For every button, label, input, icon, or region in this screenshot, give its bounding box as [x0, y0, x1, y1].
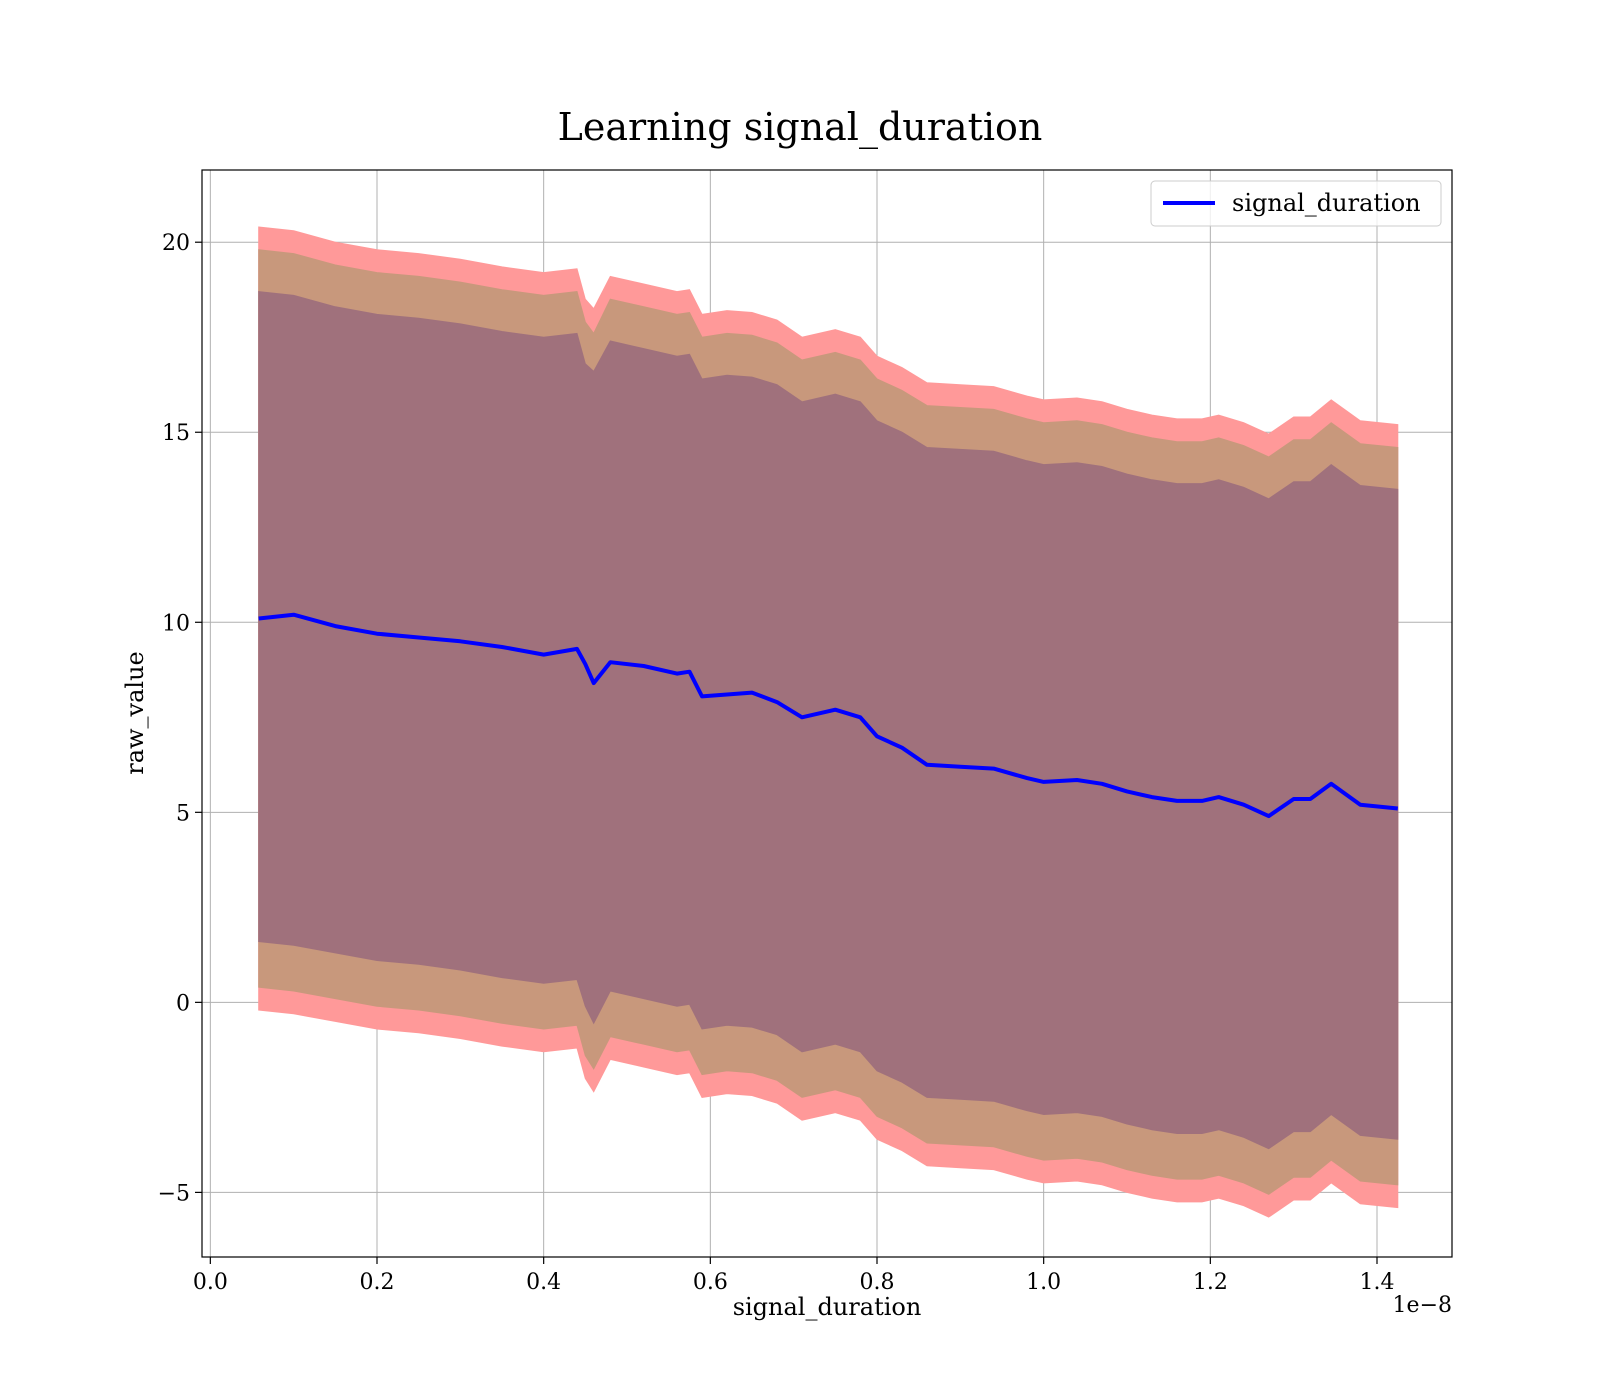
y-tick-label: 0: [176, 991, 190, 1016]
y-axis-ticks: −5 0 5 10 15 20: [158, 231, 202, 1206]
x-tick-label: 0.0: [193, 1270, 228, 1295]
series-lines: [258, 612, 1399, 819]
plot-frame: [201, 169, 1453, 1258]
series-line-signal-duration: [258, 612, 1399, 819]
chart-title: Learning signal_duration: [558, 105, 1043, 150]
legend-box: [1150, 180, 1442, 227]
x-tick-label: 1.4: [1360, 1270, 1395, 1295]
inner-confidence-band: [258, 291, 1399, 1150]
y-tick-label: 20: [162, 231, 190, 256]
x-axis-ticks: 0.0 0.2 0.4 0.6 0.8 1.0 1.2 1.4: [193, 1257, 1395, 1295]
legend: signal_duration: [1150, 180, 1442, 227]
y-axis-label: raw_value: [121, 651, 149, 775]
x-tick-label: 0.2: [360, 1270, 395, 1295]
confidence-bands: [258, 226, 1399, 1218]
y-tick-label: −5: [158, 1181, 190, 1206]
x-axis-offset-label: 1e−8: [1393, 1293, 1452, 1318]
x-tick-label: 1.2: [1193, 1270, 1228, 1295]
y-tick-label: 5: [176, 801, 190, 826]
legend-label: signal_duration: [1232, 189, 1421, 217]
x-axis-label: signal_duration: [733, 1293, 922, 1321]
x-tick-label: 0.4: [526, 1270, 561, 1295]
x-tick-label: 0.8: [860, 1270, 895, 1295]
x-tick-label: 0.6: [693, 1270, 728, 1295]
y-tick-label: 10: [162, 611, 190, 636]
y-tick-label: 15: [162, 421, 190, 446]
x-tick-label: 1.0: [1026, 1270, 1061, 1295]
